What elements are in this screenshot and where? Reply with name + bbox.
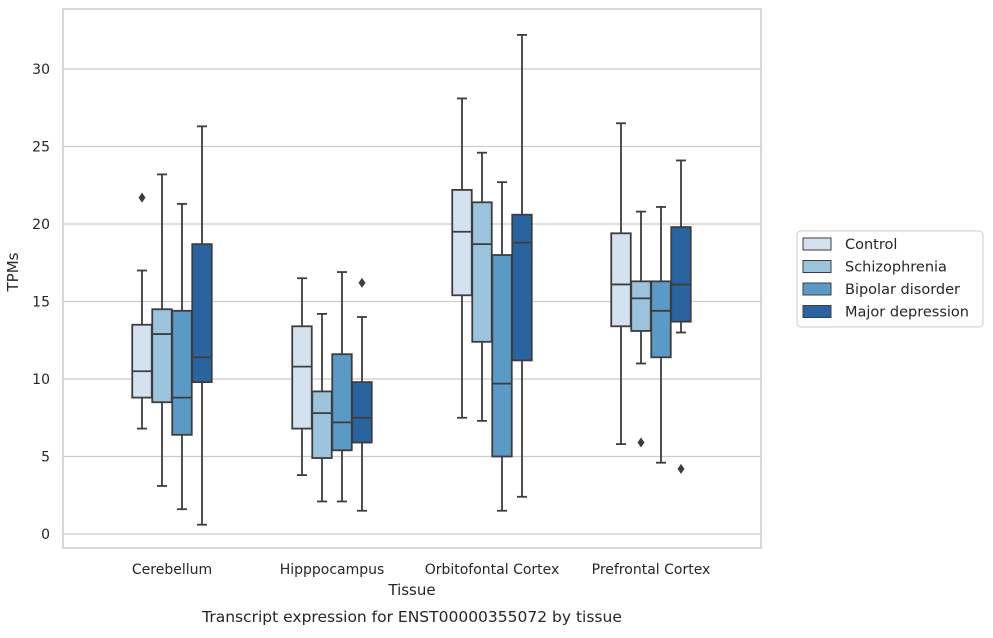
box-schizophrenia bbox=[471, 151, 493, 422]
x-tick-label: Cerebellum bbox=[132, 562, 212, 578]
outlier-point bbox=[138, 192, 146, 203]
box-body bbox=[171, 309, 193, 436]
box-schizophrenia bbox=[630, 210, 652, 448]
box-bipolar-disorder bbox=[491, 181, 513, 512]
box-body bbox=[610, 232, 632, 328]
box-body bbox=[451, 188, 473, 297]
box-bipolar-disorder bbox=[331, 271, 353, 503]
box-major-depression bbox=[511, 34, 533, 498]
legend-swatch bbox=[802, 237, 832, 251]
y-tick-label: 5 bbox=[41, 450, 50, 466]
x-tick-label: Orbitofontal Cortex bbox=[425, 562, 560, 578]
box-body bbox=[311, 390, 333, 459]
box-body bbox=[191, 243, 213, 383]
box-body bbox=[331, 353, 353, 452]
x-tick-labels: Cerebellum Hipppocampus Orbitofontal Corte… bbox=[132, 562, 710, 578]
y-tick-label: 0 bbox=[41, 527, 50, 543]
box-bipolar-disorder bbox=[171, 202, 193, 511]
legend-label: Bipolar disorder bbox=[845, 282, 960, 298]
y-tick-labels: 0 5 10 15 20 25 30 bbox=[32, 62, 50, 543]
plot-area bbox=[62, 8, 762, 549]
legend: Control Schizophrenia Bipolar disorder Majo… bbox=[796, 230, 984, 328]
x-tick-label: Prefrontal Cortex bbox=[592, 562, 711, 578]
legend-swatch bbox=[802, 305, 832, 318]
y-tick-label: 15 bbox=[32, 295, 50, 311]
box-major-depression bbox=[670, 159, 692, 474]
legend-frame bbox=[796, 230, 984, 328]
x-tick-label: Hipppocampus bbox=[280, 562, 385, 578]
outlier-point bbox=[358, 277, 366, 288]
legend-label: Major depression bbox=[845, 305, 969, 321]
box-body bbox=[511, 213, 533, 362]
box-body bbox=[630, 280, 652, 332]
box-body bbox=[291, 325, 313, 430]
box-major-depression bbox=[191, 125, 213, 526]
legend-swatch bbox=[802, 282, 832, 296]
box-control bbox=[291, 277, 313, 477]
box-body bbox=[151, 308, 173, 404]
y-tick-label: 20 bbox=[32, 217, 50, 233]
y-axis-label: TPMs bbox=[4, 252, 22, 292]
box-body bbox=[351, 381, 373, 444]
box-schizophrenia bbox=[311, 312, 333, 503]
box-body bbox=[471, 201, 493, 343]
box-major-depression bbox=[351, 277, 373, 512]
outlier-point bbox=[637, 437, 645, 448]
outlier-point bbox=[677, 463, 685, 474]
legend-swatch bbox=[802, 260, 832, 273]
y-tick-label: 30 bbox=[32, 62, 50, 78]
legend-label: Control bbox=[845, 237, 897, 253]
box-body bbox=[650, 280, 672, 359]
x-axis-label: Tissue bbox=[387, 581, 435, 599]
box-control bbox=[451, 97, 473, 419]
y-tick-label: 10 bbox=[32, 372, 50, 388]
box-body bbox=[491, 254, 513, 458]
boxes-layer bbox=[131, 34, 692, 526]
box-body bbox=[131, 323, 153, 399]
chart-title: Transcript expression for ENST0000035507… bbox=[201, 608, 622, 626]
legend-label: Schizophrenia bbox=[845, 260, 947, 276]
box-control bbox=[610, 122, 632, 446]
y-tick-label: 25 bbox=[32, 140, 50, 156]
box-body bbox=[670, 226, 692, 323]
